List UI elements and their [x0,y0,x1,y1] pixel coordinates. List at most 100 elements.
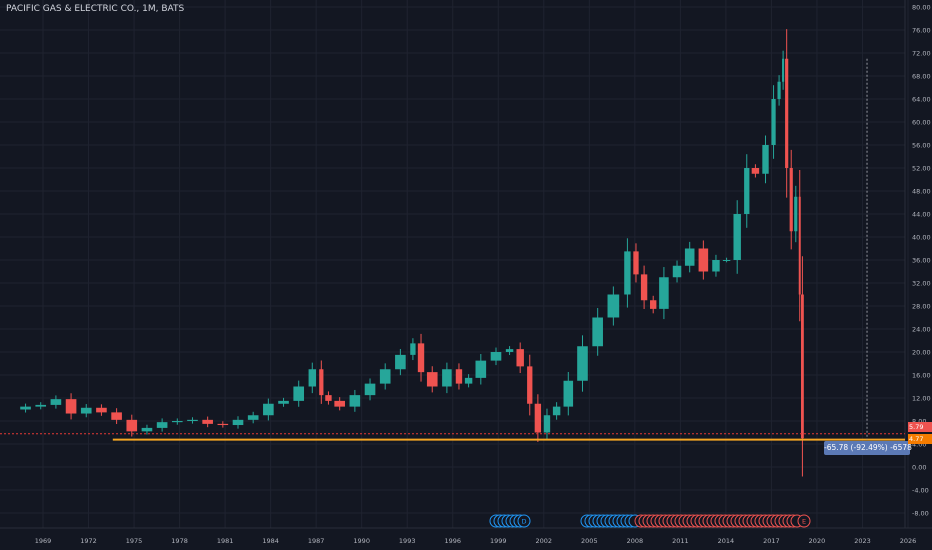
x-tick-label: 1975 [126,537,143,545]
candle [455,369,463,384]
x-tick-label: 2017 [763,537,780,545]
y-tick-label: 60.00 [912,119,931,127]
y-tick-label: 80.00 [912,4,931,12]
x-tick-label: 2026 [900,537,917,545]
x-tick-label: 1984 [262,537,279,545]
candle [293,386,305,401]
candle [577,346,588,381]
earnings-marker-label: E [802,518,806,526]
candle [247,415,259,420]
y-tick-label: 20.00 [912,349,931,357]
candle [65,399,77,414]
candle [217,423,229,426]
y-tick-label: 44.00 [912,211,931,219]
candle [777,81,781,99]
candle [505,349,514,352]
candle [410,343,416,355]
y-tick-label: 68.00 [912,73,931,81]
candle [35,404,47,407]
y-tick-label: 8.00 [912,418,926,426]
grid-lines [0,0,932,529]
candle [789,168,793,232]
candle [96,407,107,413]
candle [379,369,391,384]
y-tick-label: 12.00 [912,395,931,403]
candle-series [20,29,804,477]
candle [762,145,769,174]
x-tick-label: 2011 [672,537,689,545]
y-tick-label: 40.00 [912,234,931,242]
earnings-marker [797,514,811,528]
y-tick-label: 28.00 [912,303,931,311]
measure-label: -65.78 (-92.49%) -6578 [824,441,912,455]
y-tick-label: 72.00 [912,50,931,58]
x-tick-label: 1999 [490,537,507,545]
hline-price-tag: 4.77 [908,434,932,444]
candle [464,377,473,384]
candle [50,399,62,405]
candle [426,372,438,387]
x-tick-label: 1978 [171,537,188,545]
y-axis[interactable]: 80.00 76.00 72.00 68.00 64.00 60.00 56.00 52.00… [912,4,931,518]
candle [722,260,731,261]
candle [187,419,198,421]
x-tick-label: 1969 [35,537,52,545]
candle [782,58,785,82]
candle [319,369,324,396]
x-tick-label: 2005 [581,537,598,545]
candle [349,395,361,407]
candle [751,168,760,174]
candle [543,415,551,433]
y-tick-label: 16.00 [912,372,931,380]
y-tick-label: 52.00 [912,165,931,173]
candle [527,366,533,404]
candle [798,196,801,295]
candle [771,99,776,145]
candle [633,251,639,275]
candle [171,421,183,423]
y-tick-label: 4.00 [912,441,926,449]
candle [672,265,682,278]
candle [650,300,657,309]
candle [111,412,122,420]
x-tick-label: 2008 [627,537,644,545]
x-tick-label: 1996 [444,537,461,545]
x-axis[interactable]: 1969 1972 1975 1978 1981 1984 1987 1990 1993 1996… [35,537,917,545]
last-price-tag: 5.79 [908,422,932,432]
candle [417,343,425,373]
dividend-marker [517,514,531,528]
candle [364,383,376,396]
candle [801,294,804,439]
y-tick-label: 0.00 [912,464,926,472]
candle [202,419,213,424]
candle [232,419,244,426]
candle [334,400,345,407]
x-tick-label: 2002 [536,537,553,545]
y-tick-label: 48.00 [912,188,931,196]
y-tick-label: 36.00 [912,257,931,265]
x-tick-label: 1987 [308,537,325,545]
y-tick-label: 56.00 [912,142,931,150]
x-tick-label: 2023 [854,537,871,545]
candle [640,274,648,301]
candle [534,403,542,433]
candle [516,349,524,367]
candle [278,400,289,404]
candle [20,406,31,410]
candle [592,317,603,347]
y-tick-label: -8.00 [912,510,929,518]
overlays [0,58,905,441]
candle [712,260,720,272]
y-tick-label: 76.00 [912,27,931,35]
candle [733,214,741,260]
x-tick-label: 2014 [718,537,735,545]
candle [475,360,487,378]
candle [263,403,274,416]
x-tick-label: 1972 [80,537,97,545]
candle [80,407,92,414]
x-tick-label: 2020 [809,537,826,545]
candle [395,354,406,370]
y-tick-label: 64.00 [912,96,931,104]
